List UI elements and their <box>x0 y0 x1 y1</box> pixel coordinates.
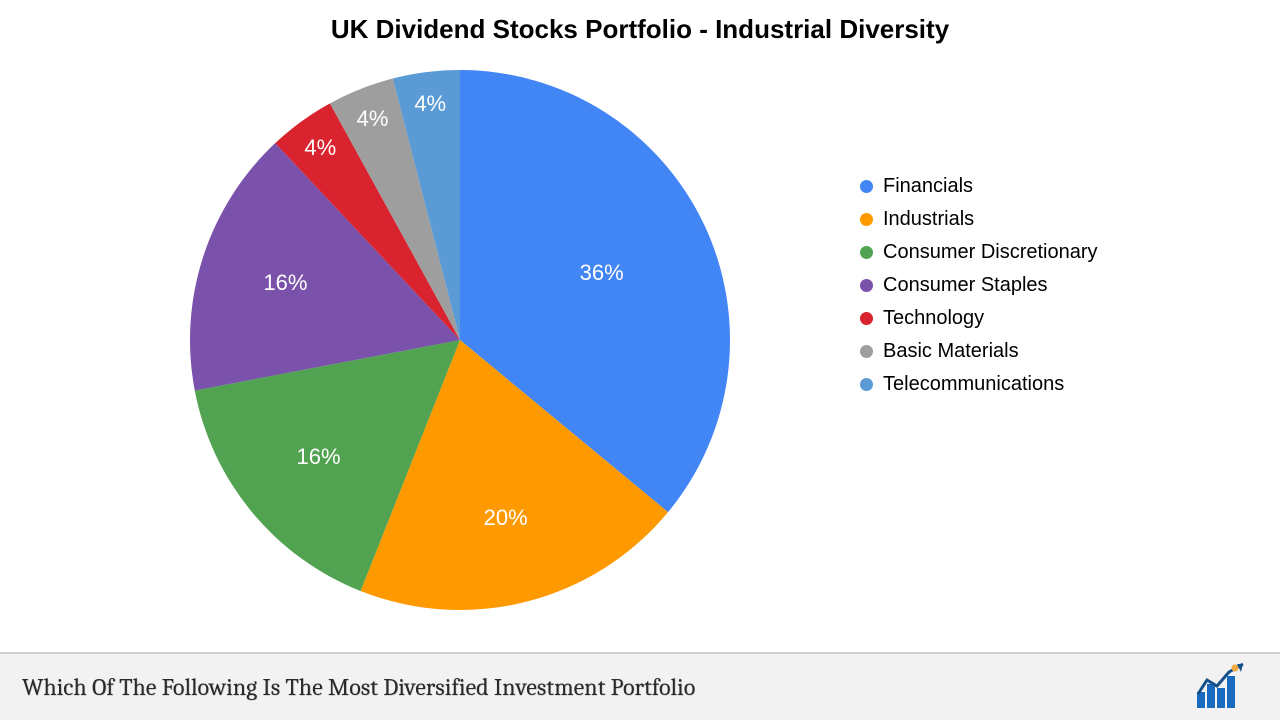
chart-container: UK Dividend Stocks Portfolio - Industria… <box>0 0 1280 640</box>
legend-marker <box>860 279 873 292</box>
footer-caption: Which Of The Following Is The Most Diver… <box>22 673 695 701</box>
legend-marker <box>860 213 873 226</box>
legend-item: Financials <box>860 175 1220 198</box>
legend-label: Basic Materials <box>883 340 1019 363</box>
legend-label: Consumer Discretionary <box>883 241 1098 264</box>
footer-bar: Which Of The Following Is The Most Diver… <box>0 652 1280 720</box>
legend-marker <box>860 312 873 325</box>
pie-chart: 36%20%16%16%4%4%4% <box>180 60 740 620</box>
legend-label: Telecommunications <box>883 373 1064 396</box>
pie-svg <box>180 60 740 620</box>
legend-label: Technology <box>883 307 984 330</box>
legend-marker <box>860 378 873 391</box>
legend-marker <box>860 345 873 358</box>
legend-item: Consumer Discretionary <box>860 241 1220 264</box>
legend-label: Consumer Staples <box>883 274 1048 297</box>
legend-marker <box>860 180 873 193</box>
legend-item: Consumer Staples <box>860 274 1220 297</box>
legend-marker <box>860 246 873 259</box>
chart-legend: Financials Industrials Consumer Discretion… <box>860 175 1220 406</box>
stock-chart-up-icon <box>1195 662 1250 710</box>
legend-label: Industrials <box>883 208 974 231</box>
chart-title: UK Dividend Stocks Portfolio - Industria… <box>0 0 1280 45</box>
legend-item: Technology <box>860 307 1220 330</box>
legend-item: Basic Materials <box>860 340 1220 363</box>
legend-label: Financials <box>883 175 973 198</box>
legend-item: Telecommunications <box>860 373 1220 396</box>
legend-item: Industrials <box>860 208 1220 231</box>
